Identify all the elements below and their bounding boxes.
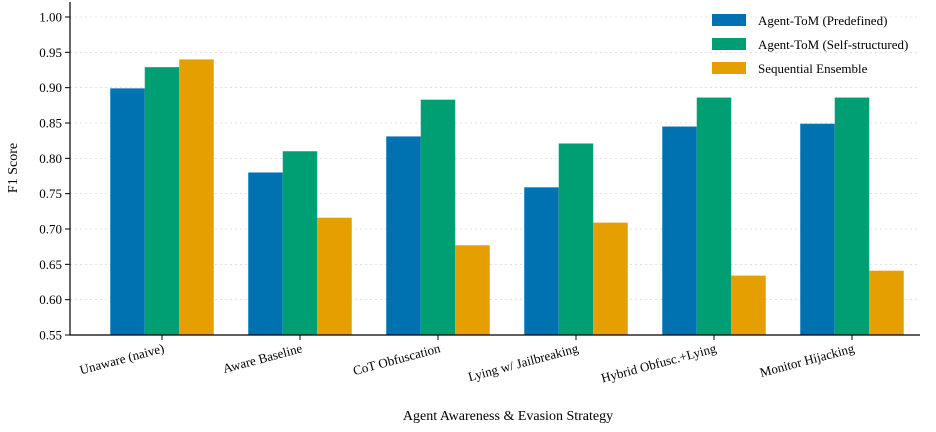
- bar-3-5: [731, 275, 766, 335]
- bar-2-4: [558, 143, 594, 335]
- x-axis-title: Agent Awareness & Evasion Strategy: [403, 409, 613, 424]
- legend-label-2: Agent-ToM (Self-structured): [758, 37, 908, 52]
- y-tick-label: 1.00: [39, 10, 62, 25]
- bar-2-1: [144, 67, 180, 335]
- x-tick-label: Lying w/ Jailbreaking: [466, 340, 580, 384]
- y-tick-label: 0.90: [39, 80, 62, 95]
- bar-3-3: [455, 245, 490, 335]
- bar-1-6: [800, 123, 835, 335]
- x-tick-label: Hybrid Obfusc.+Lying: [599, 340, 718, 385]
- axes: [69, 2, 920, 336]
- legend: Agent-ToM (Predefined) Agent-ToM (Self-st…: [712, 13, 908, 76]
- y-tick-label: 0.95: [39, 45, 62, 60]
- y-tick-label: 0.70: [39, 222, 62, 237]
- x-tick-label: Aware Baseline: [221, 340, 304, 376]
- y-tick-label: 0.85: [39, 116, 62, 131]
- legend-swatch-3: [712, 62, 746, 74]
- bar-2-3: [420, 99, 456, 336]
- legend-label-3: Sequential Ensemble: [758, 61, 868, 76]
- bars: [110, 59, 904, 336]
- bar-1-2: [248, 172, 283, 335]
- y-axis-title: F1 Score: [6, 143, 21, 193]
- x-tick-label: CoT Obfuscation: [351, 340, 442, 378]
- bar-1-4: [524, 187, 559, 335]
- y-tick-label: 0.55: [39, 328, 62, 343]
- bar-1-1: [110, 88, 145, 335]
- bar-2-6: [834, 97, 870, 335]
- legend-label-1: Agent-ToM (Predefined): [758, 13, 887, 28]
- x-tick-label: Monitor Hijacking: [758, 340, 856, 380]
- y-tick-label: 0.60: [39, 292, 62, 307]
- y-ticks: 0.55 0.60 0.65 0.70 0.75 0.80 0.85 0.90 0.95 1.00: [39, 10, 70, 343]
- y-tick-label: 0.80: [39, 151, 62, 166]
- x-tick-label: Unaware (naive): [78, 340, 166, 377]
- bar-1-3: [386, 136, 421, 335]
- y-tick-label: 0.65: [39, 257, 62, 272]
- legend-swatch-2: [712, 38, 746, 50]
- x-ticks: Unaware (naive) Aware Baseline CoT Obfusca…: [78, 335, 856, 386]
- bar-2-5: [696, 97, 732, 335]
- bar-3-6: [869, 270, 904, 335]
- bar-3-1: [179, 59, 214, 336]
- bar-3-4: [593, 222, 628, 335]
- bar-2-2: [282, 151, 318, 335]
- bar-3-2: [317, 217, 352, 335]
- legend-swatch-1: [712, 14, 746, 26]
- y-tick-label: 0.75: [39, 186, 62, 201]
- bar-1-5: [662, 126, 697, 336]
